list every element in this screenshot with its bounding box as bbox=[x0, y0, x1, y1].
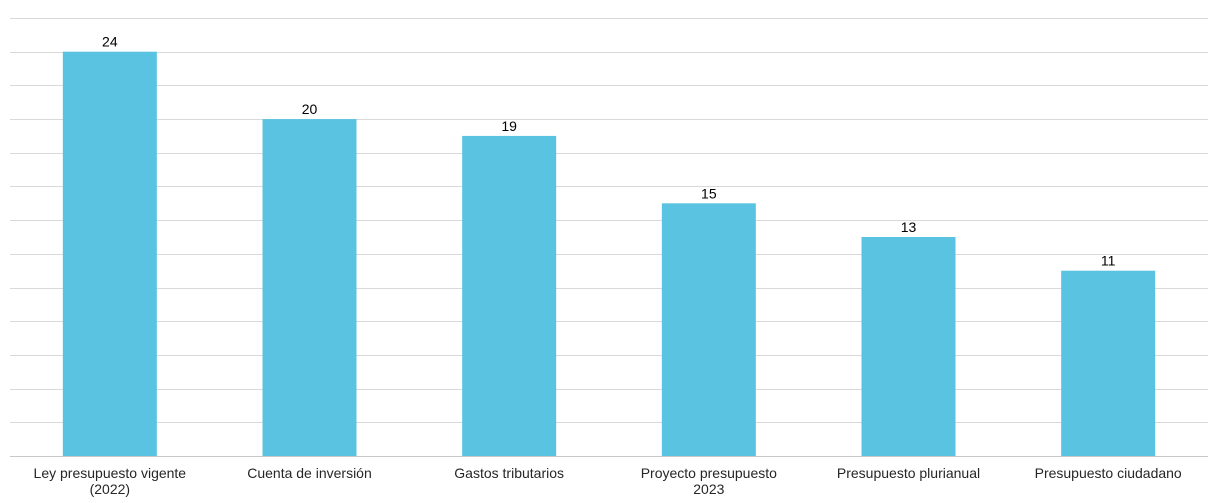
category-label-line: Gastos tributarios bbox=[454, 465, 564, 481]
category-label-line: 2023 bbox=[693, 481, 724, 497]
category-label: Presupuesto ciudadano bbox=[1035, 465, 1182, 481]
data-label: 24 bbox=[102, 34, 118, 50]
category-label: Ley presupuesto vigente (2022) bbox=[34, 465, 187, 497]
value-labels: 24 20 19 15 13 11 bbox=[102, 34, 1116, 269]
category-label: Cuenta de inversión bbox=[247, 465, 372, 481]
gridlines bbox=[10, 18, 1208, 457]
data-label: 20 bbox=[302, 101, 318, 117]
data-label: 19 bbox=[501, 118, 517, 134]
category-label: Presupuesto plurianual bbox=[837, 465, 980, 481]
category-label-line: Proyecto presupuesto bbox=[641, 465, 777, 481]
category-label-line: Presupuesto ciudadano bbox=[1035, 465, 1182, 481]
category-label-line: (2022) bbox=[90, 481, 130, 497]
bar bbox=[462, 135, 557, 456]
bar bbox=[262, 119, 357, 457]
category-labels: Ley presupuesto vigente (2022) Cuenta de i… bbox=[34, 465, 1182, 497]
bar bbox=[661, 203, 756, 456]
category-label: Gastos tributarios bbox=[454, 465, 564, 481]
category-label-line: Cuenta de inversión bbox=[247, 465, 372, 481]
data-label: 15 bbox=[701, 185, 717, 201]
data-label: 13 bbox=[901, 219, 917, 235]
data-label: 11 bbox=[1101, 253, 1116, 269]
bar bbox=[861, 237, 956, 456]
category-label-line: Ley presupuesto vigente bbox=[34, 465, 187, 481]
bar bbox=[62, 51, 157, 456]
category-label-line: Presupuesto plurianual bbox=[837, 465, 980, 481]
bar bbox=[1061, 270, 1156, 456]
bars bbox=[62, 51, 1156, 457]
category-label: Proyecto presupuesto 2023 bbox=[641, 465, 777, 497]
